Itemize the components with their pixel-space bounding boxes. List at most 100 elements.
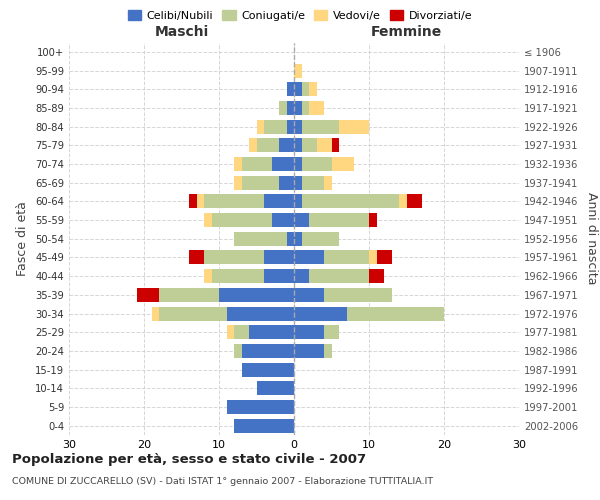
Bar xyxy=(294,213,369,227)
Bar xyxy=(197,194,294,208)
Bar xyxy=(257,382,294,396)
Bar xyxy=(294,176,324,190)
Bar xyxy=(234,418,294,432)
Bar xyxy=(294,176,331,190)
Bar xyxy=(257,382,294,396)
Bar xyxy=(137,288,294,302)
Bar xyxy=(294,325,339,339)
Bar xyxy=(279,101,294,115)
Bar xyxy=(227,400,294,414)
Bar xyxy=(294,288,392,302)
Bar xyxy=(249,138,294,152)
Bar xyxy=(294,138,339,152)
Y-axis label: Anni di nascita: Anni di nascita xyxy=(585,192,598,285)
Bar xyxy=(294,157,354,171)
Bar xyxy=(294,269,369,283)
Bar xyxy=(151,306,294,320)
Bar xyxy=(234,344,294,358)
Bar xyxy=(294,82,309,96)
Bar xyxy=(279,138,294,152)
Bar xyxy=(294,138,317,152)
Bar xyxy=(241,157,294,171)
Bar xyxy=(257,382,294,396)
Bar xyxy=(294,213,309,227)
Bar xyxy=(294,250,369,264)
Bar xyxy=(287,232,294,246)
Bar xyxy=(294,120,369,134)
Bar xyxy=(294,176,331,190)
Bar xyxy=(249,325,294,339)
Bar xyxy=(264,250,294,264)
Bar xyxy=(294,101,309,115)
Bar xyxy=(241,362,294,376)
Bar xyxy=(227,400,294,414)
Bar xyxy=(294,325,339,339)
Bar xyxy=(294,82,317,96)
Bar xyxy=(241,362,294,376)
Text: COMUNE DI ZUCCARELLO (SV) - Dati ISTAT 1° gennaio 2007 - Elaborazione TUTTITALIA: COMUNE DI ZUCCARELLO (SV) - Dati ISTAT 1… xyxy=(12,478,433,486)
Bar xyxy=(294,232,339,246)
Bar xyxy=(234,418,294,432)
Legend: Celibi/Nubili, Coniugati/e, Vedovi/e, Divorziati/e: Celibi/Nubili, Coniugati/e, Vedovi/e, Di… xyxy=(124,6,476,25)
Bar xyxy=(234,232,294,246)
Bar xyxy=(241,344,294,358)
Bar xyxy=(204,213,294,227)
Bar xyxy=(287,82,294,96)
Bar xyxy=(294,232,339,246)
Bar xyxy=(264,194,294,208)
Bar xyxy=(249,138,294,152)
Bar xyxy=(234,176,294,190)
Bar xyxy=(294,269,384,283)
Bar xyxy=(294,288,392,302)
Bar xyxy=(279,176,294,190)
Bar xyxy=(257,382,294,396)
Bar xyxy=(264,269,294,283)
Bar xyxy=(279,101,294,115)
Bar xyxy=(287,82,294,96)
Bar xyxy=(257,120,294,134)
Bar xyxy=(294,306,444,320)
Bar xyxy=(234,344,294,358)
Bar xyxy=(294,344,331,358)
Bar xyxy=(204,250,294,264)
Bar xyxy=(294,157,331,171)
Bar xyxy=(294,176,302,190)
Bar xyxy=(227,306,294,320)
Bar xyxy=(294,157,354,171)
Bar xyxy=(294,101,324,115)
Bar xyxy=(294,120,369,134)
Bar xyxy=(294,213,369,227)
Bar xyxy=(294,325,339,339)
Bar xyxy=(159,288,294,302)
Bar xyxy=(294,269,369,283)
Bar xyxy=(294,120,339,134)
Text: Femmine: Femmine xyxy=(371,25,442,39)
Bar xyxy=(264,120,294,134)
Bar xyxy=(294,194,302,208)
Bar xyxy=(204,213,294,227)
Bar xyxy=(234,176,294,190)
Bar xyxy=(287,120,294,134)
Bar xyxy=(294,325,324,339)
Bar xyxy=(294,306,347,320)
Text: Maschi: Maschi xyxy=(154,25,209,39)
Bar xyxy=(227,325,294,339)
Bar xyxy=(279,101,294,115)
Bar xyxy=(294,306,444,320)
Bar xyxy=(294,250,324,264)
Bar xyxy=(287,82,294,96)
Bar xyxy=(294,269,309,283)
Bar xyxy=(241,362,294,376)
Bar xyxy=(204,269,294,283)
Bar xyxy=(294,288,392,302)
Bar xyxy=(294,344,331,358)
Bar xyxy=(227,400,294,414)
Bar xyxy=(294,213,377,227)
Bar xyxy=(227,400,294,414)
Bar xyxy=(204,194,294,208)
Bar xyxy=(151,306,294,320)
Bar xyxy=(294,64,302,78)
Bar xyxy=(294,194,407,208)
Bar xyxy=(271,157,294,171)
Bar xyxy=(294,194,399,208)
